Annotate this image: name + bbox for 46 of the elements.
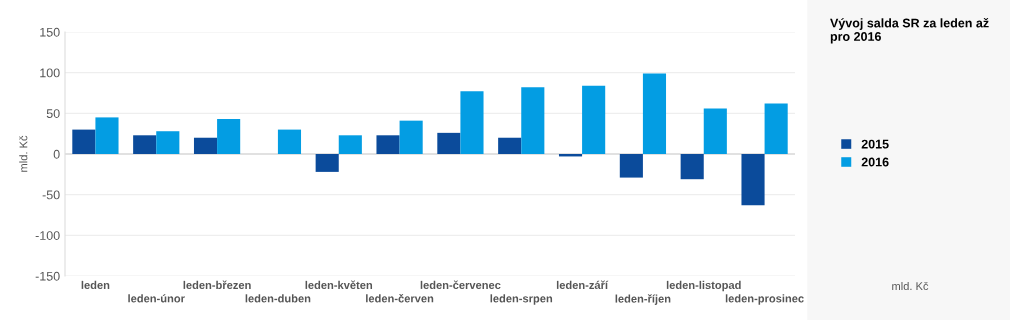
bar — [156, 131, 180, 154]
x-tick-label: leden-červenec — [420, 280, 501, 290]
bar — [582, 85, 606, 154]
bar — [133, 135, 157, 154]
x-tick-label: leden-srpen — [490, 294, 553, 305]
x-tick-label: leden-říjen — [615, 294, 671, 305]
y-tick-label: 150 — [40, 27, 60, 37]
x-tick-label: leden-březen — [183, 280, 251, 290]
x-tick-label: leden-květen — [305, 280, 373, 290]
bar — [703, 108, 727, 154]
bar — [376, 135, 400, 154]
y-tick-label: 100 — [40, 68, 60, 78]
y-tick-label: -150 — [35, 271, 60, 281]
bar — [437, 132, 461, 154]
bar — [72, 129, 96, 154]
bar — [193, 137, 218, 154]
bar — [521, 87, 545, 154]
bar — [764, 103, 788, 154]
x-tick-label: leden — [81, 280, 110, 290]
bar — [680, 154, 704, 180]
x-tick-label: leden-únor — [128, 294, 185, 303]
bar — [642, 73, 667, 154]
text: mld. Kč — [892, 281, 929, 291]
bar — [460, 91, 484, 154]
y-tick-label: -50 — [42, 190, 60, 200]
legend-label: 2015 — [861, 139, 889, 149]
x-tick-label: leden-prosinec — [725, 294, 804, 305]
x-tick-label: leden-září — [556, 280, 609, 290]
y-tick-label: 0 — [53, 149, 60, 159]
bar — [619, 154, 643, 178]
y-tick-label: 50 — [46, 109, 60, 118]
x-tick-label: leden-červen — [366, 294, 434, 303]
y-tick-label: -100 — [35, 231, 60, 240]
bar — [741, 154, 765, 206]
text: Vývoj salda SR za leden až pro 2016 — [830, 18, 989, 44]
bar — [399, 120, 423, 154]
bar — [498, 137, 522, 154]
legend-label: 2016 — [861, 157, 889, 167]
bar — [338, 135, 362, 154]
x-tick-label: leden-duben — [245, 294, 311, 303]
x-tick-label: leden-listopad — [666, 280, 741, 292]
bar — [217, 119, 241, 154]
bar — [315, 154, 339, 172]
bar — [95, 117, 119, 154]
bar — [277, 129, 302, 154]
y-axis-title: mld. Kč — [19, 135, 28, 172]
